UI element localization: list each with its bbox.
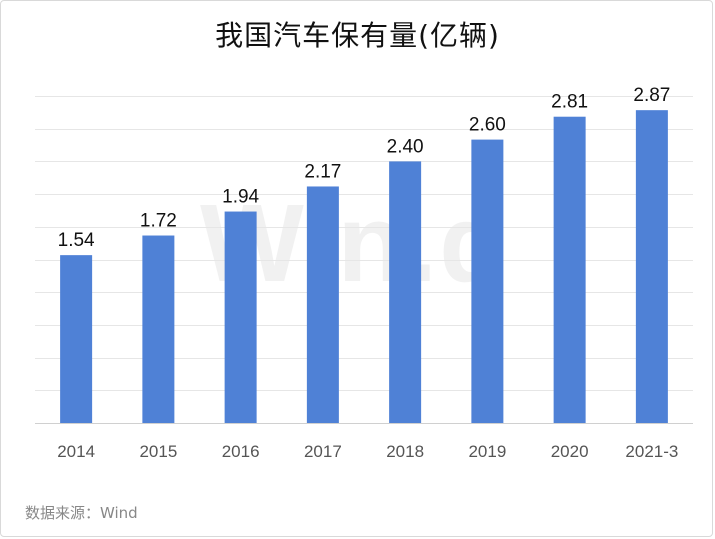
bars [60,110,668,424]
x-tick-label-2021-3: 2021-3 [625,442,678,461]
grid-lines [35,96,693,424]
x-tick-label-2015: 2015 [139,442,177,461]
data-label-2017: 2.17 [304,161,341,182]
bar-2017 [306,186,339,423]
bar-2020 [553,116,586,424]
data-label-2018: 2.40 [387,136,424,157]
data-label-2016: 1.94 [222,187,259,208]
data-label-2021-3: 2.87 [633,85,670,106]
bar-2018 [389,161,422,423]
bar-2016 [224,211,257,423]
data-label-2015: 1.72 [140,211,177,232]
data-labels: 1.54 1.72 1.94 2.17 2.40 2.60 2.81 2.87 [58,85,671,251]
bar-2021-3 [635,110,668,424]
data-label-2020: 2.81 [551,92,588,113]
data-label-2019: 2.60 [469,115,506,136]
x-tick-label-2020: 2020 [551,442,589,461]
x-tick-label-2014: 2014 [57,442,95,461]
x-tick-label-2017: 2017 [304,442,342,461]
x-tick-label-2016: 2016 [222,442,260,461]
x-tick-label-2018: 2018 [386,442,424,461]
bar-2014 [60,255,93,423]
x-tick-label-2019: 2019 [468,442,506,461]
bar-2019 [471,139,504,423]
data-label-2014: 1.54 [58,230,95,251]
chart-title: 我国汽车保有量(亿辆) [215,19,500,52]
bar-2015 [142,235,175,423]
data-source: 数据来源：Wind [25,504,138,522]
x-tick-labels: 2014 2015 2016 2017 2018 2019 2020 2021-3 [57,442,678,461]
